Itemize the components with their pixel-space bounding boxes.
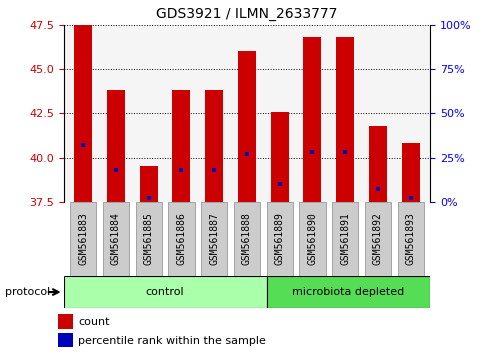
FancyBboxPatch shape (102, 202, 129, 276)
Text: control: control (145, 287, 184, 297)
Bar (238, 51, 255, 202)
FancyBboxPatch shape (168, 202, 194, 276)
Text: GSM561892: GSM561892 (372, 212, 382, 266)
FancyBboxPatch shape (70, 202, 96, 276)
Bar (58, 332, 73, 347)
Text: count: count (78, 318, 109, 327)
Text: GSM561889: GSM561889 (274, 212, 284, 266)
FancyBboxPatch shape (397, 202, 423, 276)
Text: GSM561888: GSM561888 (242, 212, 251, 266)
Bar (368, 126, 386, 202)
Text: GSM561890: GSM561890 (307, 212, 317, 266)
Bar (270, 112, 288, 202)
Text: GSM561886: GSM561886 (176, 212, 186, 266)
FancyBboxPatch shape (331, 202, 358, 276)
Bar (74, 25, 92, 202)
Text: GSM561893: GSM561893 (405, 212, 415, 266)
FancyBboxPatch shape (201, 202, 227, 276)
FancyBboxPatch shape (233, 202, 260, 276)
Bar (58, 314, 73, 329)
Text: protocol: protocol (5, 287, 50, 297)
Text: GSM561887: GSM561887 (209, 212, 219, 266)
FancyBboxPatch shape (299, 202, 325, 276)
FancyBboxPatch shape (63, 276, 266, 308)
FancyBboxPatch shape (266, 202, 292, 276)
Text: GSM561883: GSM561883 (78, 212, 88, 266)
Bar (303, 37, 321, 202)
Text: percentile rank within the sample: percentile rank within the sample (78, 336, 265, 346)
FancyBboxPatch shape (266, 276, 429, 308)
Text: GSM561885: GSM561885 (143, 212, 153, 266)
Title: GDS3921 / ILMN_2633777: GDS3921 / ILMN_2633777 (156, 7, 337, 21)
FancyBboxPatch shape (364, 202, 390, 276)
Text: GSM561884: GSM561884 (111, 212, 121, 266)
Bar (107, 90, 125, 202)
Bar (172, 90, 190, 202)
Bar (335, 37, 353, 202)
Bar (140, 166, 158, 202)
Text: microbiota depleted: microbiota depleted (292, 287, 404, 297)
Bar (205, 90, 223, 202)
Bar (401, 143, 419, 202)
FancyBboxPatch shape (135, 202, 162, 276)
Text: GSM561891: GSM561891 (340, 212, 349, 266)
